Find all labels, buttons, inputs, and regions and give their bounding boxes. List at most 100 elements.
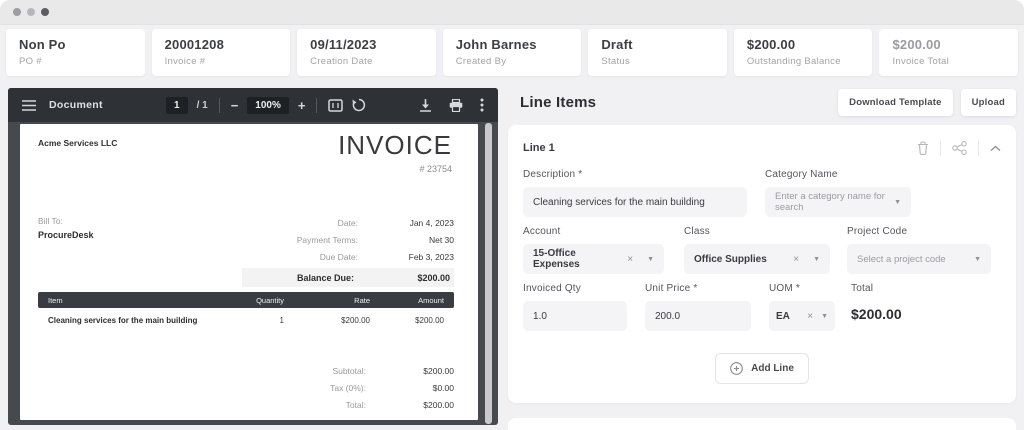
- doc-tax-row: Tax (0%): $0.00: [330, 382, 454, 393]
- po-number-value: Non Po: [19, 37, 66, 52]
- summary-card-invoice-number: 20001208 Invoice #: [151, 29, 291, 76]
- invoice-number-label: Invoice #: [164, 56, 206, 67]
- chevron-down-icon[interactable]: ▼: [974, 255, 981, 263]
- doc-subtotal-row: Subtotal: $200.00: [332, 365, 454, 376]
- summary-card-po: Non Po PO #: [6, 29, 145, 76]
- doc-billto-label: Bill To:: [38, 216, 63, 226]
- line-card-header: Line 1: [523, 136, 1001, 160]
- description-label: Description *: [523, 169, 583, 180]
- add-line-button[interactable]: Add Line: [715, 353, 809, 384]
- doc-total-row: Total: $200.00: [345, 399, 454, 410]
- class-label: Class: [684, 226, 711, 237]
- clear-class-icon[interactable]: ×: [793, 253, 800, 265]
- line-items-panel: Line Items Download Template Upload Line…: [508, 85, 1016, 430]
- download-icon[interactable]: [419, 98, 432, 112]
- invoice-document-page: Acme Services LLC INVOICE # 23754 Bill T…: [20, 124, 478, 420]
- window-minimize-button[interactable]: [27, 8, 35, 16]
- doc-meta-balance-due: Balance Due: $200.00: [242, 268, 454, 287]
- print-icon[interactable]: [449, 98, 463, 112]
- invoiced-qty-input[interactable]: [523, 301, 627, 331]
- created-by-value: John Barnes: [455, 37, 537, 52]
- page-count: / 1: [196, 99, 208, 111]
- zoom-level-input[interactable]: 100%: [247, 96, 289, 114]
- collapse-line-icon[interactable]: [990, 145, 1001, 152]
- doc-invoice-number: # 23754: [419, 164, 452, 174]
- unit-price-input[interactable]: [645, 301, 751, 331]
- chevron-down-icon[interactable]: ▼: [813, 255, 820, 263]
- chevron-down-icon[interactable]: ▼: [821, 312, 828, 320]
- invoice-summary-row: Non Po PO # 20001208 Invoice # 09/11/202…: [0, 25, 1024, 83]
- zoom-out-button[interactable]: −: [230, 97, 239, 113]
- creation-date-value: 09/11/2023: [310, 37, 377, 52]
- uom-select[interactable]: EA × ▼: [769, 301, 835, 331]
- page-number-input[interactable]: 1: [166, 96, 188, 114]
- doc-line-table: Item Quantity Rate Amount Cleaning servi…: [38, 292, 454, 332]
- clear-account-icon[interactable]: ×: [627, 253, 634, 265]
- sidebar-toggle-icon[interactable]: [22, 99, 36, 111]
- split-line-icon[interactable]: [952, 141, 967, 155]
- class-select[interactable]: Office Supplies × ▼: [684, 244, 830, 274]
- zoom-in-button[interactable]: +: [297, 97, 306, 113]
- chevron-down-icon[interactable]: ▼: [647, 255, 654, 263]
- pdf-scrollbar[interactable]: [485, 123, 492, 424]
- summary-card-invoice-total: $200.00 Invoice Total: [879, 29, 1019, 76]
- pdf-document-area: Acme Services LLC INVOICE # 23754 Bill T…: [8, 122, 498, 425]
- po-number-label: PO #: [19, 56, 42, 67]
- line-total-label: Total: [851, 283, 874, 294]
- doc-table-row: Cleaning services for the main building …: [48, 315, 444, 325]
- invoice-total-value: $200.00: [892, 37, 941, 52]
- unit-price-label: Unit Price *: [645, 283, 698, 294]
- account-label: Account: [523, 226, 561, 237]
- line-items-header: Line Items Download Template Upload: [508, 87, 1016, 117]
- window-maximize-button[interactable]: [41, 8, 49, 16]
- creation-date-label: Creation Date: [310, 56, 373, 67]
- summary-card-status: Draft Status: [588, 29, 727, 76]
- project-code-label: Project Code: [847, 226, 908, 237]
- rotate-icon[interactable]: [352, 98, 366, 112]
- more-options-icon[interactable]: [480, 98, 484, 112]
- outstanding-balance-value: $200.00: [746, 37, 796, 52]
- outstanding-balance-label: Outstanding Balance: [746, 56, 841, 67]
- doc-totals-block: Subtotal: $200.00 Tax (0%): $0.00 Total:…: [264, 362, 454, 413]
- summary-card-creation-date: 09/11/2023 Creation Date: [297, 29, 436, 76]
- doc-meta-block: Date: Jan 4, 2023 Payment Terms: Net 30 …: [242, 214, 454, 287]
- status-value: Draft: [601, 37, 633, 52]
- window-titlebar: [0, 0, 1024, 25]
- category-name-label: Category Name: [765, 169, 838, 180]
- upload-button[interactable]: Upload: [960, 88, 1016, 116]
- created-by-label: Created By: [455, 56, 507, 67]
- line-title: Line 1: [523, 142, 555, 154]
- project-code-select[interactable]: Select a project code ▼: [847, 244, 991, 274]
- summary-card-outstanding-balance: $200.00 Outstanding Balance: [733, 29, 873, 76]
- uom-label: UOM *: [769, 283, 800, 294]
- line-total-value: $200.00: [851, 306, 902, 322]
- clear-uom-icon[interactable]: ×: [807, 310, 814, 322]
- plus-circle-icon: [730, 362, 743, 375]
- pdf-title: Document: [49, 99, 103, 111]
- pdf-toolbar: Document 1 / 1 − 100% +: [8, 88, 498, 122]
- other-details-card: [508, 418, 1016, 430]
- download-template-button[interactable]: Download Template: [838, 88, 953, 116]
- status-label: Status: [601, 56, 631, 67]
- doc-meta-date: Date: Jan 4, 2023: [337, 217, 454, 228]
- invoiced-qty-label: Invoiced Qty: [523, 283, 581, 294]
- category-name-select[interactable]: Enter a category name for search ▼: [765, 187, 911, 217]
- doc-table-header: Item Quantity Rate Amount: [38, 292, 454, 308]
- window-close-button[interactable]: [13, 8, 21, 16]
- chevron-down-icon[interactable]: ▼: [894, 198, 901, 206]
- delete-line-icon[interactable]: [917, 141, 929, 155]
- line-item-card: Line 1 Descrip: [508, 125, 1016, 403]
- doc-invoice-title: INVOICE: [338, 130, 452, 160]
- pdf-viewer: Document 1 / 1 − 100% +: [8, 88, 498, 425]
- doc-billto-value: ProcureDesk: [38, 230, 94, 240]
- fit-page-icon[interactable]: [328, 98, 344, 112]
- doc-meta-payment-terms: Payment Terms: Net 30: [296, 234, 454, 245]
- summary-card-created-by: John Barnes Created By: [442, 29, 582, 76]
- doc-company-name: Acme Services LLC: [38, 138, 118, 148]
- line-items-title: Line Items: [520, 93, 597, 111]
- invoice-total-label: Invoice Total: [892, 56, 950, 67]
- account-select[interactable]: 15-Office Expenses × ▼: [523, 244, 664, 274]
- description-input[interactable]: [523, 187, 747, 217]
- invoice-number-value: 20001208: [164, 37, 225, 52]
